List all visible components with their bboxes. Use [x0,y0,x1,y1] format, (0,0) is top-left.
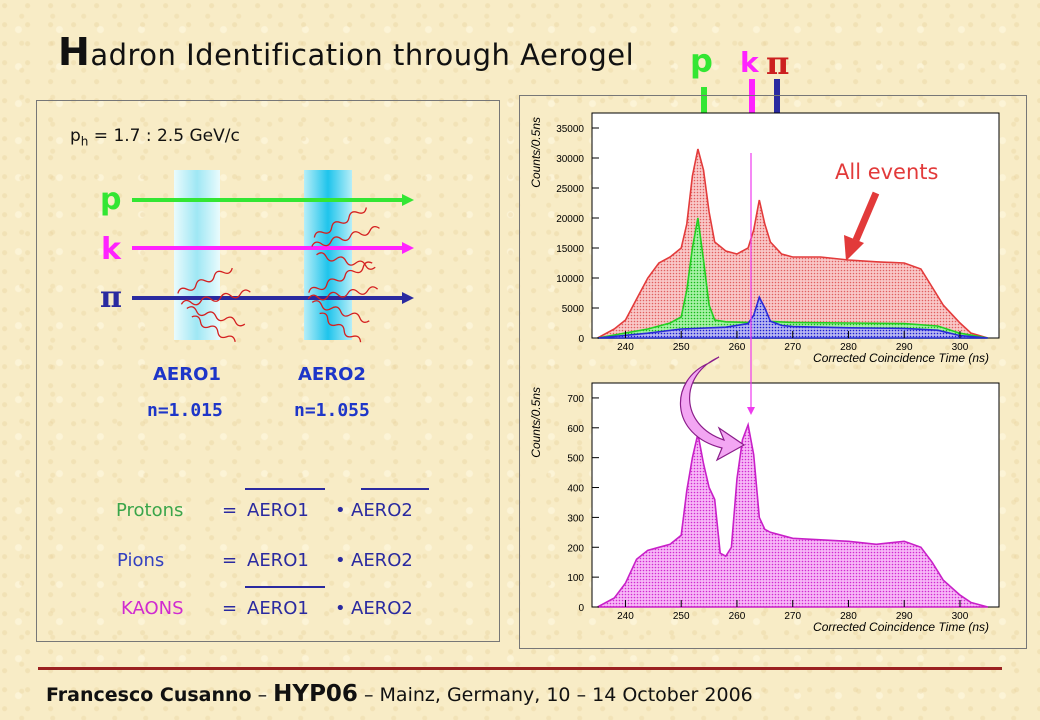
negation-bar-aero1 [245,586,325,588]
x-tick-label: 290 [896,342,913,353]
negation-bar-aero1 [245,488,325,490]
x-axis-label: Corrected Coincidence Time (ns) [813,620,989,634]
x-tick-label: 240 [617,611,634,622]
x-tick-label: 250 [673,342,690,353]
histogram-2: 0 100 200 300 400 500 600 700 240 250 260 270 280 290… [529,382,1000,634]
all-events-arrow-head [844,235,864,261]
y-axis-label: Counts/0.5ns [529,117,543,188]
title-first-letter: H [58,30,91,74]
x-tick-label: 270 [784,342,801,353]
y-tick-label: 600 [567,424,584,435]
equation-lhs: KAONS [121,598,184,619]
x-tick-label: 290 [896,611,913,622]
kaon-track-head [402,242,414,254]
equation-and-dot: • [335,598,346,619]
title-rest: adron Identification through Aerogel [90,38,635,72]
y-tick-label: 0 [578,334,584,345]
x-tick-label: 250 [673,611,690,622]
histogram-1: 0 5000 10000 15000 20000 25000 30000 35000 240 25… [529,112,1000,365]
y-tick-label: 15000 [556,244,584,255]
equation-lhs: Protons [116,500,184,521]
proton-label: p [100,182,122,217]
selection-curved-arrow [679,356,746,462]
cherenkov-light [177,207,380,343]
equation-term-aero1: AERO1 [247,500,309,521]
equation-equals: = [222,550,238,571]
y-tick-label: 10000 [556,274,584,285]
equation-term-aero1: AERO1 [247,550,309,571]
footer-sep: – [251,684,274,706]
all-events-arrow-shaft [852,191,880,242]
equation-lhs: Pions [117,550,165,571]
y-tick-label: 35000 [556,124,584,135]
footer-conf: HYP06 [273,681,358,707]
y-tick-label: 30000 [556,154,584,165]
x-tick-label: 300 [952,342,969,353]
momentum-value: = 1.7 : 2.5 GeV/c [88,126,240,146]
histogram-series [597,421,989,608]
momentum-p: p [70,126,81,146]
equation-term-aero2: AERO2 [351,550,413,571]
detector-panel [36,100,500,642]
aero2-index: n=1.055 [294,400,370,421]
header-k-label: k [740,46,759,79]
histogram-series [597,217,988,339]
all-events-arrow [844,191,880,261]
x-tick-label: 280 [840,611,857,622]
y-tick-label: 200 [567,543,584,554]
aero1-label: AERO1 [153,364,221,385]
y-tick-label: 100 [567,573,584,584]
pion-track-head [402,292,414,304]
x-tick-label: 280 [840,342,857,353]
x-tick-label: 260 [729,611,746,622]
equation-and-dot: • [335,550,346,571]
x-tick-label: 300 [952,611,969,622]
x-axis-label: Corrected Coincidence Time (ns) [813,351,989,365]
equation-equals: = [222,598,238,619]
y-axis-label: Counts/0.5ns [529,387,543,458]
x-tick-label: 260 [729,342,746,353]
kaon-marker-head [747,407,755,415]
aero2-block [304,170,352,340]
equation-equals: = [222,500,238,521]
aero2-label: AERO2 [298,364,366,385]
y-tick-label: 25000 [556,184,584,195]
histogram-panel [519,95,1027,649]
y-tick-label: 400 [567,484,584,495]
footer-author: Francesco Cusanno [46,684,252,706]
footer-rest: – Mainz, Germany, 10 – 14 October 2006 [357,684,753,706]
footer: Francesco Cusanno – HYP06 – Mainz, Germa… [46,681,753,707]
header-p-label: p [690,42,713,80]
y-tick-label: 5000 [562,304,585,315]
aero1-index: n=1.015 [147,400,223,421]
y-tick-label: 300 [567,513,584,524]
equation-term-aero2: AERO2 [351,598,413,619]
pion-label: π [100,280,122,315]
proton-track-head [402,194,414,206]
equation-term-aero1: AERO1 [247,598,309,619]
y-tick-label: 0 [578,603,584,614]
x-tick-label: 240 [617,342,634,353]
x-tick-label: 270 [784,611,801,622]
momentum-range: ph = 1.7 : 2.5 GeV/c [70,126,240,148]
footer-divider [38,667,1002,670]
kaon-label: k [101,232,121,267]
aero1-block [174,170,220,340]
equation-term-aero2: AERO2 [351,500,413,521]
y-tick-label: 700 [567,394,584,405]
y-tick-label: 20000 [556,214,584,225]
page-title: Hadron Identification through Aerogel [58,30,634,74]
equation-and-dot: • [335,500,346,521]
header-pi-label: π [766,44,790,82]
momentum-sub: h [80,134,89,149]
all-events-label: All events [835,160,939,184]
kaon-selection-overlay [679,153,755,462]
y-tick-label: 500 [567,454,584,465]
detector-sketch [132,170,414,343]
negation-bar-aero2 [361,488,429,490]
